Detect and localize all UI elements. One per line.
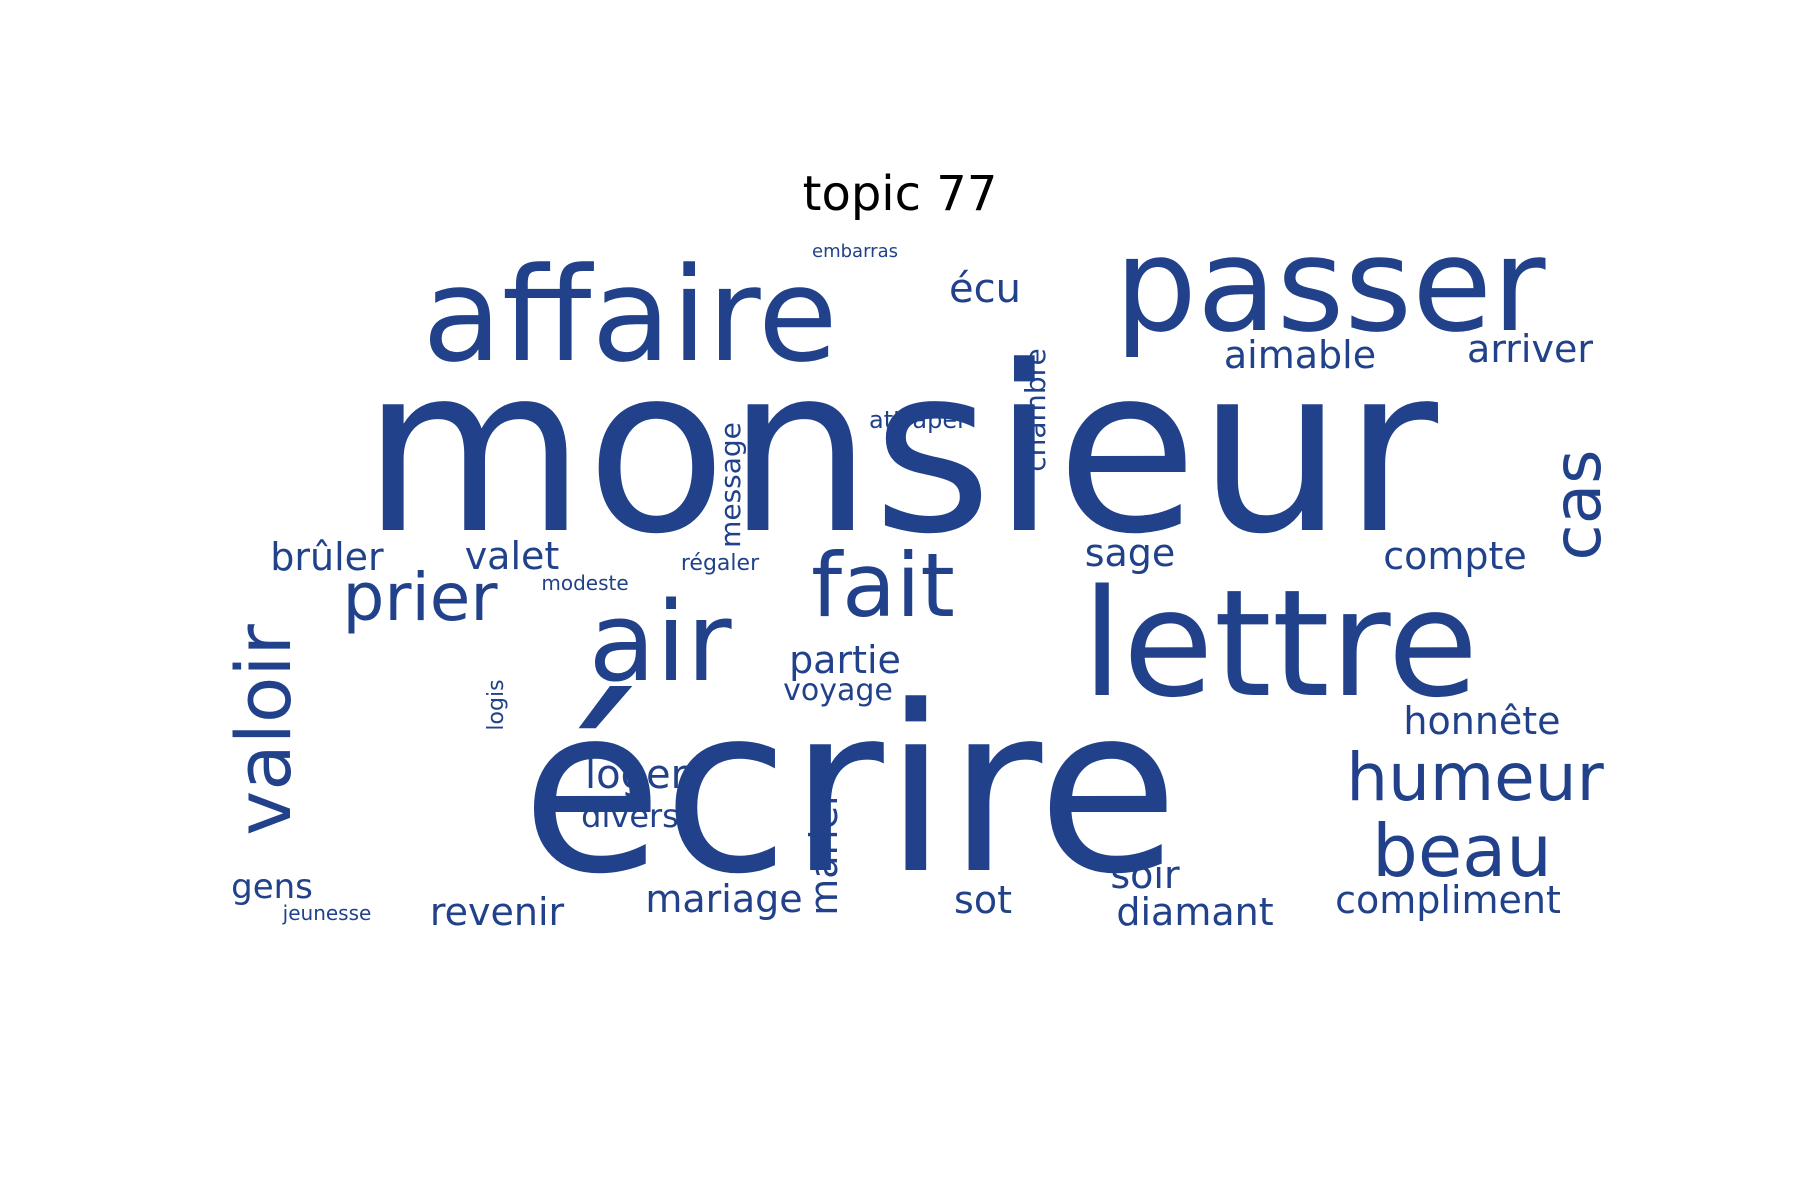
- word-modeste: modeste: [541, 571, 628, 595]
- word-diamant: diamant: [1116, 890, 1273, 934]
- word-mariage: mariage: [645, 877, 802, 921]
- word-soir: soir: [1110, 853, 1180, 897]
- word-regaler: régaler: [681, 551, 760, 576]
- word-message: message: [714, 422, 747, 548]
- word-marier: marier: [802, 790, 846, 916]
- word-bruler: brûler: [270, 535, 384, 579]
- word-cas: cas: [1539, 449, 1616, 560]
- word-affaire: affaire: [422, 239, 838, 391]
- word-logis: logis: [484, 679, 509, 730]
- word-sot: sot: [954, 878, 1012, 922]
- word-ecrire: écrire: [521, 658, 1178, 925]
- word-fait: fait: [811, 534, 955, 637]
- word-air: air: [588, 578, 732, 706]
- word-beau: beau: [1372, 809, 1552, 893]
- word-ecu: écu: [949, 266, 1021, 312]
- word-gens: gens: [231, 867, 313, 907]
- word-voyage: voyage: [783, 673, 893, 708]
- word-aimable: aimable: [1224, 333, 1376, 377]
- word-prier: prier: [342, 559, 498, 636]
- word-compte: compte: [1383, 534, 1527, 578]
- word-arriver: arriver: [1467, 327, 1593, 371]
- word-compliment: compliment: [1335, 878, 1561, 922]
- word-humeur: humeur: [1346, 739, 1604, 816]
- word-passer: passer: [1114, 209, 1546, 361]
- word-valoir: valoir: [219, 623, 308, 835]
- word-sage: sage: [1085, 531, 1176, 575]
- word-monsieur: monsieur: [362, 318, 1439, 585]
- word-divers: divers: [581, 797, 679, 835]
- word-attraper: attraper: [869, 406, 967, 434]
- word-partie: partie: [789, 638, 901, 682]
- word-chambre: chambre: [1019, 348, 1052, 471]
- word-valet: valet: [465, 534, 560, 578]
- word-jeunesse: jeunesse: [282, 901, 372, 925]
- word-embarras: embarras: [812, 241, 898, 262]
- word-revenir: revenir: [430, 890, 565, 934]
- word-honnete: honnête: [1403, 699, 1560, 743]
- word-loger: loger: [585, 752, 688, 798]
- word-lettre: lettre: [1082, 558, 1479, 730]
- chart-title: topic 77: [802, 166, 998, 222]
